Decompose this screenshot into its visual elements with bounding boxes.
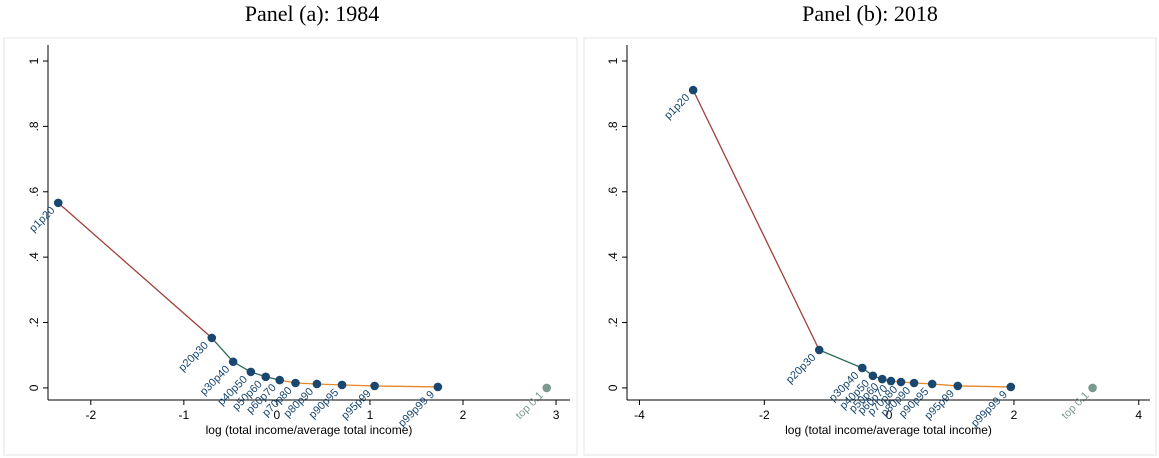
point: [246, 367, 256, 377]
y-tick-label: .6: [27, 186, 41, 196]
point: [261, 372, 271, 382]
x-tick-label: 3: [553, 408, 560, 422]
y-tick-label: .4: [606, 252, 620, 262]
point: [275, 375, 284, 385]
x-axis-label: log (total income/average total income): [206, 423, 413, 437]
point: [291, 378, 300, 388]
connector-line: [957, 385, 1011, 388]
point-label: p1p20: [27, 205, 57, 235]
point: [927, 379, 937, 389]
y-tick-label: .6: [606, 186, 620, 196]
point: [433, 382, 443, 392]
point: [909, 378, 919, 388]
x-tick-label: 1: [367, 408, 374, 422]
point: [228, 357, 238, 367]
point-label: p20p30: [176, 340, 210, 374]
point: [688, 85, 698, 95]
y-tick-label: 1: [27, 57, 41, 64]
x-tick-label: 0: [274, 408, 281, 422]
connector-line: [374, 385, 438, 388]
x-tick-label: -4: [634, 408, 645, 422]
y-tick-label: 1: [606, 57, 620, 64]
point: [886, 376, 896, 386]
y-tick-label: 0: [27, 384, 41, 391]
y-tick-label: .8: [606, 121, 620, 131]
chart-title: Panel (b): 2018: [802, 1, 938, 26]
connector-line: [818, 349, 863, 369]
point-label: p1p20: [662, 92, 692, 122]
connector-line: [692, 89, 820, 351]
y-tick-label: .2: [606, 317, 620, 327]
point: [953, 381, 963, 391]
point: [1006, 382, 1016, 392]
x-tick-label: -1: [179, 408, 190, 422]
x-tick-label: 4: [1135, 408, 1142, 422]
point: [877, 374, 887, 384]
x-tick-label: -2: [85, 408, 96, 422]
connector-line: [57, 202, 213, 339]
x-tick-label: 0: [886, 408, 893, 422]
panel-frame: [583, 37, 1157, 456]
point: [857, 363, 867, 373]
y-tick-label: .8: [27, 121, 41, 131]
chart-title: Panel (a): 1984: [245, 1, 379, 26]
connector-line: [342, 384, 375, 387]
point: [542, 383, 552, 393]
point: [53, 198, 63, 208]
point-label: p99p99.9: [396, 389, 437, 430]
y-tick-label: .2: [27, 317, 41, 327]
point: [337, 380, 347, 390]
x-axis-label: log (total income/average total income): [785, 423, 992, 437]
point: [312, 379, 322, 389]
panel-frame: [3, 37, 578, 456]
connector-line: [211, 337, 234, 363]
x-tick-label: 2: [1011, 408, 1018, 422]
x-tick-label: -2: [759, 408, 770, 422]
point-label: top 0.1: [1059, 390, 1091, 422]
point: [896, 377, 906, 387]
point: [370, 381, 379, 391]
y-tick-label: 0: [606, 384, 620, 391]
x-tick-label: 2: [460, 408, 467, 422]
point: [1088, 383, 1097, 393]
point: [814, 345, 824, 355]
point: [207, 333, 217, 343]
point-label: p20p30: [784, 352, 818, 386]
y-tick-label: .4: [27, 252, 41, 262]
point: [868, 371, 878, 381]
point-label: top 0.1: [514, 390, 546, 422]
